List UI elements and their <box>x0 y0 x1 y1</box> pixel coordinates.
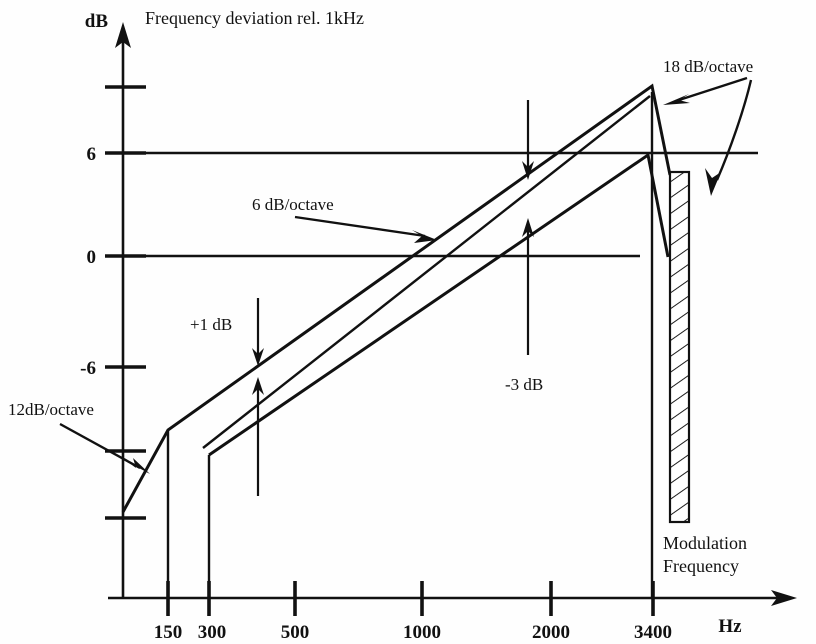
y-axis-arrowhead <box>115 22 131 48</box>
annotation-12db-octave: 12dB/octave <box>8 400 150 474</box>
slope-12db-label: 12dB/octave <box>8 400 94 419</box>
slope-18db-arrowhead-upper <box>663 94 690 105</box>
band-label-line1: Modulation <box>663 533 747 553</box>
mask-drop-lines <box>166 92 654 598</box>
tolerance-minus3db-label: -3 dB <box>505 375 543 394</box>
x-tick-label-300: 300 <box>198 622 227 643</box>
slope-12db-leader <box>59 422 141 470</box>
y-axis-unit-label: dB <box>85 11 109 32</box>
slope-12db-arrowhead <box>128 458 150 474</box>
gridlines <box>123 151 758 258</box>
minus3db-up-arrowhead <box>522 218 534 237</box>
annotation-minus-3db: -3 dB <box>505 100 543 394</box>
x-axis-arrowhead <box>771 590 797 606</box>
slope-18db-arrowhead-lower <box>705 168 721 196</box>
annotation-plus-1db: +1 dB <box>190 298 264 496</box>
annotation-18db-octave: 18 dB/octave <box>663 57 753 196</box>
lower-limit-curve <box>208 152 670 457</box>
minus3db-down-arrowhead <box>522 161 534 180</box>
axes-group <box>108 22 797 606</box>
plus1db-down-arrowhead <box>252 348 264 366</box>
x-tick-label-3400: 3400 <box>634 622 672 643</box>
x-tick-label-150: 150 <box>154 622 183 643</box>
x-tick-label-1000: 1000 <box>403 622 441 643</box>
slope-18db-leader-upper <box>675 76 748 103</box>
x-axis-tick-labels: 150 300 500 1000 2000 3400 <box>154 622 672 643</box>
y-tick-label-neg6: -6 <box>80 358 96 379</box>
annotation-6db-octave: 6 dB/octave <box>252 195 437 243</box>
y-tick-label-6: 6 <box>87 144 97 165</box>
slope-6db-label: 6 dB/octave <box>252 195 334 214</box>
upper-limit-curve <box>121 83 672 513</box>
x-axis-unit-label: Hz <box>718 616 742 637</box>
y-axis-tick-labels: 6 0 -6 <box>80 144 96 379</box>
x-tick-label-2000: 2000 <box>532 622 570 643</box>
slope-6db-leader <box>294 215 426 238</box>
slope-18db-label: 18 dB/octave <box>663 57 753 76</box>
tolerance-plus1db-label: +1 dB <box>190 315 232 334</box>
plus1db-up-arrowhead <box>252 377 264 395</box>
band-label-line2: Frequency <box>663 556 739 576</box>
modulation-frequency-band <box>668 170 691 524</box>
slope-6db-arrowhead <box>412 230 437 243</box>
slope-18db-leader-lower <box>715 79 753 181</box>
x-tick-label-500: 500 <box>281 622 310 643</box>
y-tick-label-0: 0 <box>87 247 97 268</box>
upper-limit-inner-curve <box>202 95 651 449</box>
chart-title: Frequency deviation rel. 1kHz <box>145 8 364 28</box>
modulation-frequency-label: Modulation Frequency <box>663 533 747 576</box>
